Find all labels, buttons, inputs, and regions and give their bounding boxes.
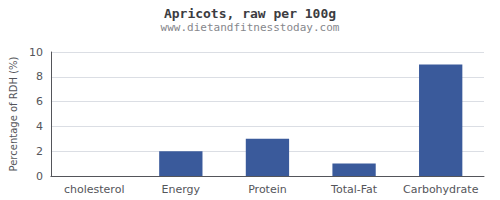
svg-text:www.dietandfitnesstoday.com: www.dietandfitnesstoday.com: [161, 21, 340, 34]
svg-text:Percentage of RDH (%): Percentage of RDH (%): [8, 56, 19, 171]
svg-text:cholesterol: cholesterol: [64, 183, 124, 196]
svg-text:Apricots, raw per 100g: Apricots, raw per 100g: [164, 6, 336, 21]
svg-text:8: 8: [36, 70, 43, 83]
svg-text:6: 6: [36, 95, 43, 108]
svg-text:4: 4: [36, 120, 43, 133]
svg-text:10: 10: [29, 46, 43, 59]
svg-text:Protein: Protein: [248, 183, 287, 196]
svg-text:Carbohydrate: Carbohydrate: [403, 183, 479, 196]
svg-text:0: 0: [36, 170, 43, 183]
svg-text:2: 2: [36, 145, 43, 158]
svg-text:Total-Fat: Total-Fat: [330, 183, 378, 196]
svg-text:Energy: Energy: [162, 183, 201, 196]
